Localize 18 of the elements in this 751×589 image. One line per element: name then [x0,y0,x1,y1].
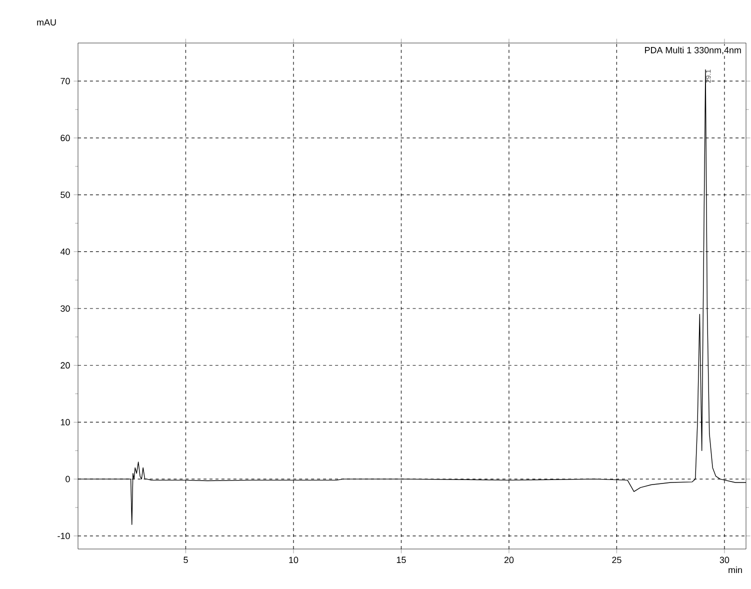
x-tick-label: 10 [289,556,298,564]
x-tick-label: 5 [184,556,188,564]
y-tick-label: 60 [60,134,70,142]
x-axis-title: min [728,566,742,574]
annotation: PDA Multi 1 330nm,4nm [645,46,741,54]
x-tick-label: 20 [504,556,514,564]
x-tick-label: 15 [396,556,406,564]
y-tick-label: 70 [60,78,70,84]
y-tick-label: 10 [60,419,70,426]
x-tick-label: 30 [720,556,730,564]
y-tick-label: 50 [60,192,70,198]
y-tick-label: 40 [60,248,70,255]
y-tick-label: -10 [58,532,70,540]
y-tick-label: 30 [60,305,70,312]
y-axis-title: mAU [37,19,56,26]
y-tick-label: 0 [66,476,70,482]
x-tick-label: 25 [612,556,622,564]
y-tick-label: 20 [60,362,70,369]
